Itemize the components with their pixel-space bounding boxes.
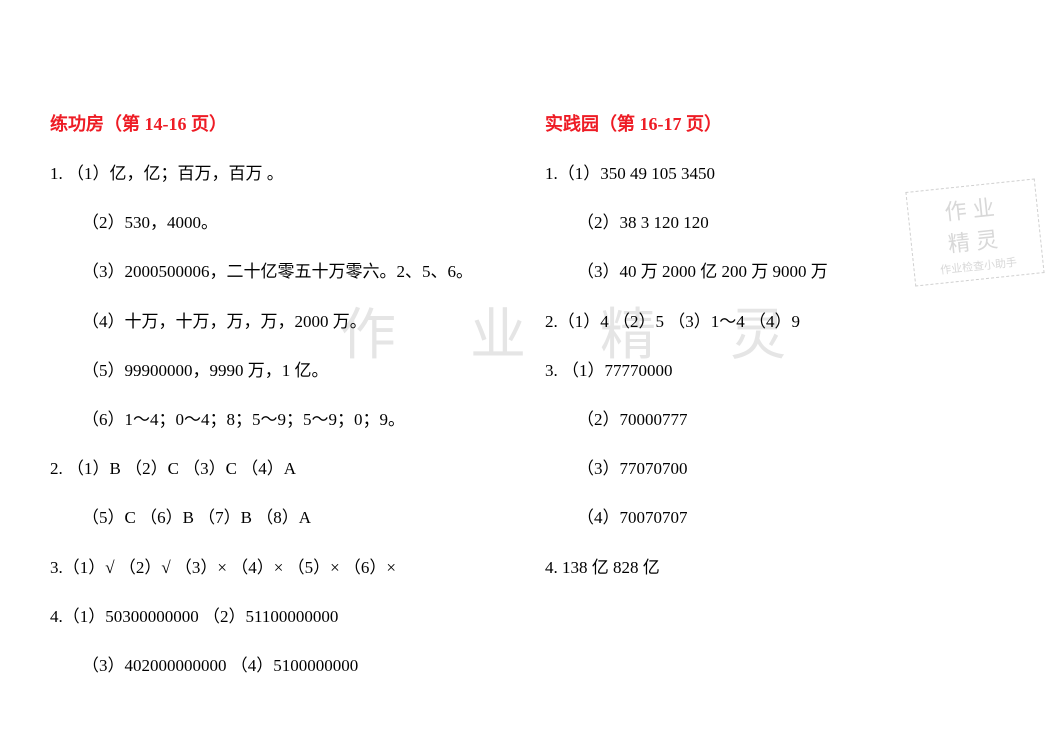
answer-line: （5）C （6）B （7）B （8）A (50, 504, 515, 531)
answer-line: 4.（1）50300000000 （2）51100000000 (50, 603, 515, 630)
answer-key-container: 练功房（第 14-16 页） 1. （1）亿，亿；百万，百万 。 （2）530，4… (50, 110, 1010, 701)
answer-line: 2. （1）B （2）C （3）C （4）A (50, 455, 515, 482)
left-section-title: 练功房（第 14-16 页） (50, 110, 515, 136)
answer-line: （2）38 3 120 120 (545, 209, 1010, 236)
left-answer-lines: 1. （1）亿，亿；百万，百万 。 （2）530，4000。 （3）20005000… (50, 160, 515, 679)
left-column: 练功房（第 14-16 页） 1. （1）亿，亿；百万，百万 。 （2）530，4… (50, 110, 515, 701)
answer-line: 4. 138 亿 828 亿 (545, 554, 1010, 581)
answer-line: 2.（1）4 （2）5 （3）1～4 （4）9 (545, 308, 1010, 335)
answer-line: 1.（1）350 49 105 3450 (545, 160, 1010, 187)
right-column: 实践园（第 16-17 页） 1.（1）350 49 105 3450 （2）38… (545, 110, 1010, 701)
answer-line: （2）530，4000。 (50, 209, 515, 236)
right-section-title: 实践园（第 16-17 页） (545, 110, 1010, 136)
answer-line: （6）1～4；0～4；8；5～9；5～9；0；9。 (50, 406, 515, 433)
answer-line: （3）402000000000 （4）5100000000 (50, 652, 515, 679)
answer-line: （5）99900000，9990 万，1 亿。 (50, 357, 515, 384)
answer-line: 3.（1）√ （2）√ （3）× （4）× （5）× （6）× (50, 554, 515, 581)
right-answer-lines: 1.（1）350 49 105 3450 （2）38 3 120 120 （3）40… (545, 160, 1010, 581)
answer-line: （3）77070700 (545, 455, 1010, 482)
answer-line: 1. （1）亿，亿；百万，百万 。 (50, 160, 515, 187)
answer-line: （4）十万，十万，万，万，2000 万。 (50, 308, 515, 335)
answer-line: （4）70070707 (545, 504, 1010, 531)
answer-line: （3）2000500006，二十亿零五十万零六。2、5、6。 (50, 258, 515, 285)
answer-line: （3）40 万 2000 亿 200 万 9000 万 (545, 258, 1010, 285)
answer-line: 3. （1）77770000 (545, 357, 1010, 384)
answer-line: （2）70000777 (545, 406, 1010, 433)
